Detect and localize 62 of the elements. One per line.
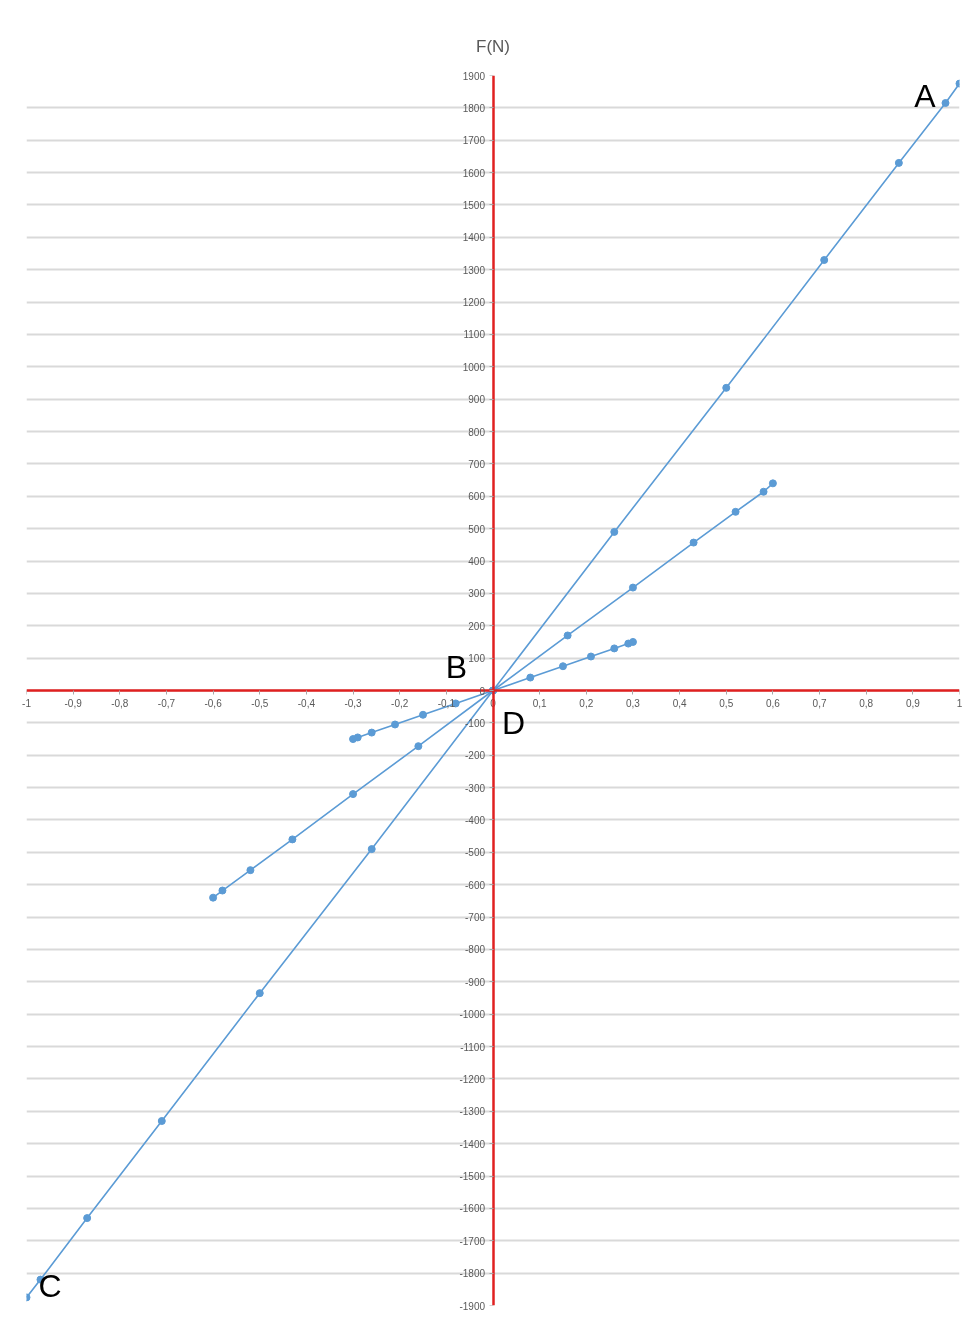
x-tick-label: -0,3 [344, 697, 363, 709]
y-tick-label: 200 [468, 620, 486, 632]
x-tick-label: -0,7 [157, 697, 176, 709]
x-tick-label: 0,8 [859, 697, 874, 709]
x-tick-label: 0,7 [812, 697, 827, 709]
y-tick-label: -300 [464, 782, 486, 794]
y-tick-label: 900 [468, 394, 486, 406]
y-tick-label: 1500 [462, 199, 486, 211]
x-tick-label: 0,1 [532, 697, 548, 709]
y-tick-label: -1100 [460, 1041, 486, 1053]
y-tick-label: 1100 [463, 329, 486, 341]
x-tick-label: -0,9 [64, 697, 83, 709]
x-tick-label: -0,4 [297, 697, 316, 709]
y-tick-label: 1600 [462, 167, 486, 179]
y-tick-label: -1800 [459, 1268, 486, 1280]
annotation: D [502, 704, 526, 741]
y-tick-label: -800 [464, 944, 486, 956]
annotation: A [914, 77, 937, 114]
x-tick-label: -0,5 [251, 697, 269, 709]
y-tick-label: 500 [468, 523, 486, 535]
y-tick-label: -200 [464, 750, 486, 762]
x-tick-label: 0,4 [672, 697, 687, 709]
y-tick-label: -500 [464, 847, 486, 859]
y-tick-label: 1000 [462, 361, 486, 373]
y-tick-label: -1500 [459, 1171, 486, 1183]
y-tick-label: 1700 [462, 135, 486, 147]
x-tick-label: 0,5 [719, 697, 734, 709]
x-tick-label: 0,3 [626, 697, 641, 709]
y-tick-label: 0 [479, 685, 486, 697]
annotation: C [38, 1268, 62, 1305]
x-tick-label: 0,2 [579, 697, 594, 709]
y-tick-label: -1200 [459, 1073, 486, 1085]
y-tick-label: -1900 [459, 1300, 486, 1312]
y-tick-label: 1300 [462, 264, 486, 276]
y-tick-label: -1600 [459, 1203, 486, 1215]
y-tick-label: 1900 [462, 70, 486, 82]
y-tick-label: -900 [464, 976, 486, 988]
y-axis-title: F(N) [476, 36, 510, 56]
y-tick-label: 300 [468, 588, 486, 600]
y-tick-label: 1400 [462, 232, 486, 244]
y-tick-label: 1200 [462, 297, 486, 309]
x-tick-label: 0,9 [905, 697, 921, 709]
x-tick-label: -1 [22, 697, 32, 709]
y-tick-label: -700 [464, 912, 486, 924]
x-tick-label: -0,2 [391, 697, 409, 709]
y-tick-label: 700 [468, 458, 486, 470]
y-tick-label: -1700 [459, 1235, 486, 1247]
x-tick-label: 1 [956, 697, 963, 709]
y-tick-label: 1800 [462, 102, 486, 114]
y-tick-label: 800 [468, 426, 486, 438]
y-tick-label: -600 [464, 879, 486, 891]
y-tick-label: -1400 [459, 1138, 486, 1150]
y-tick-label: -1300 [459, 1106, 486, 1118]
y-tick-label: 100 [468, 653, 486, 665]
y-tick-label: 400 [468, 556, 486, 568]
y-tick-label: 600 [468, 491, 486, 503]
x-tick-label: -0,8 [111, 697, 129, 709]
annotation: B [445, 648, 467, 685]
y-tick-label: -400 [464, 814, 486, 826]
y-tick-label: -1000 [459, 1009, 486, 1021]
x-tick-label: 0,6 [765, 697, 781, 709]
x-tick-label: -0,6 [204, 697, 223, 709]
